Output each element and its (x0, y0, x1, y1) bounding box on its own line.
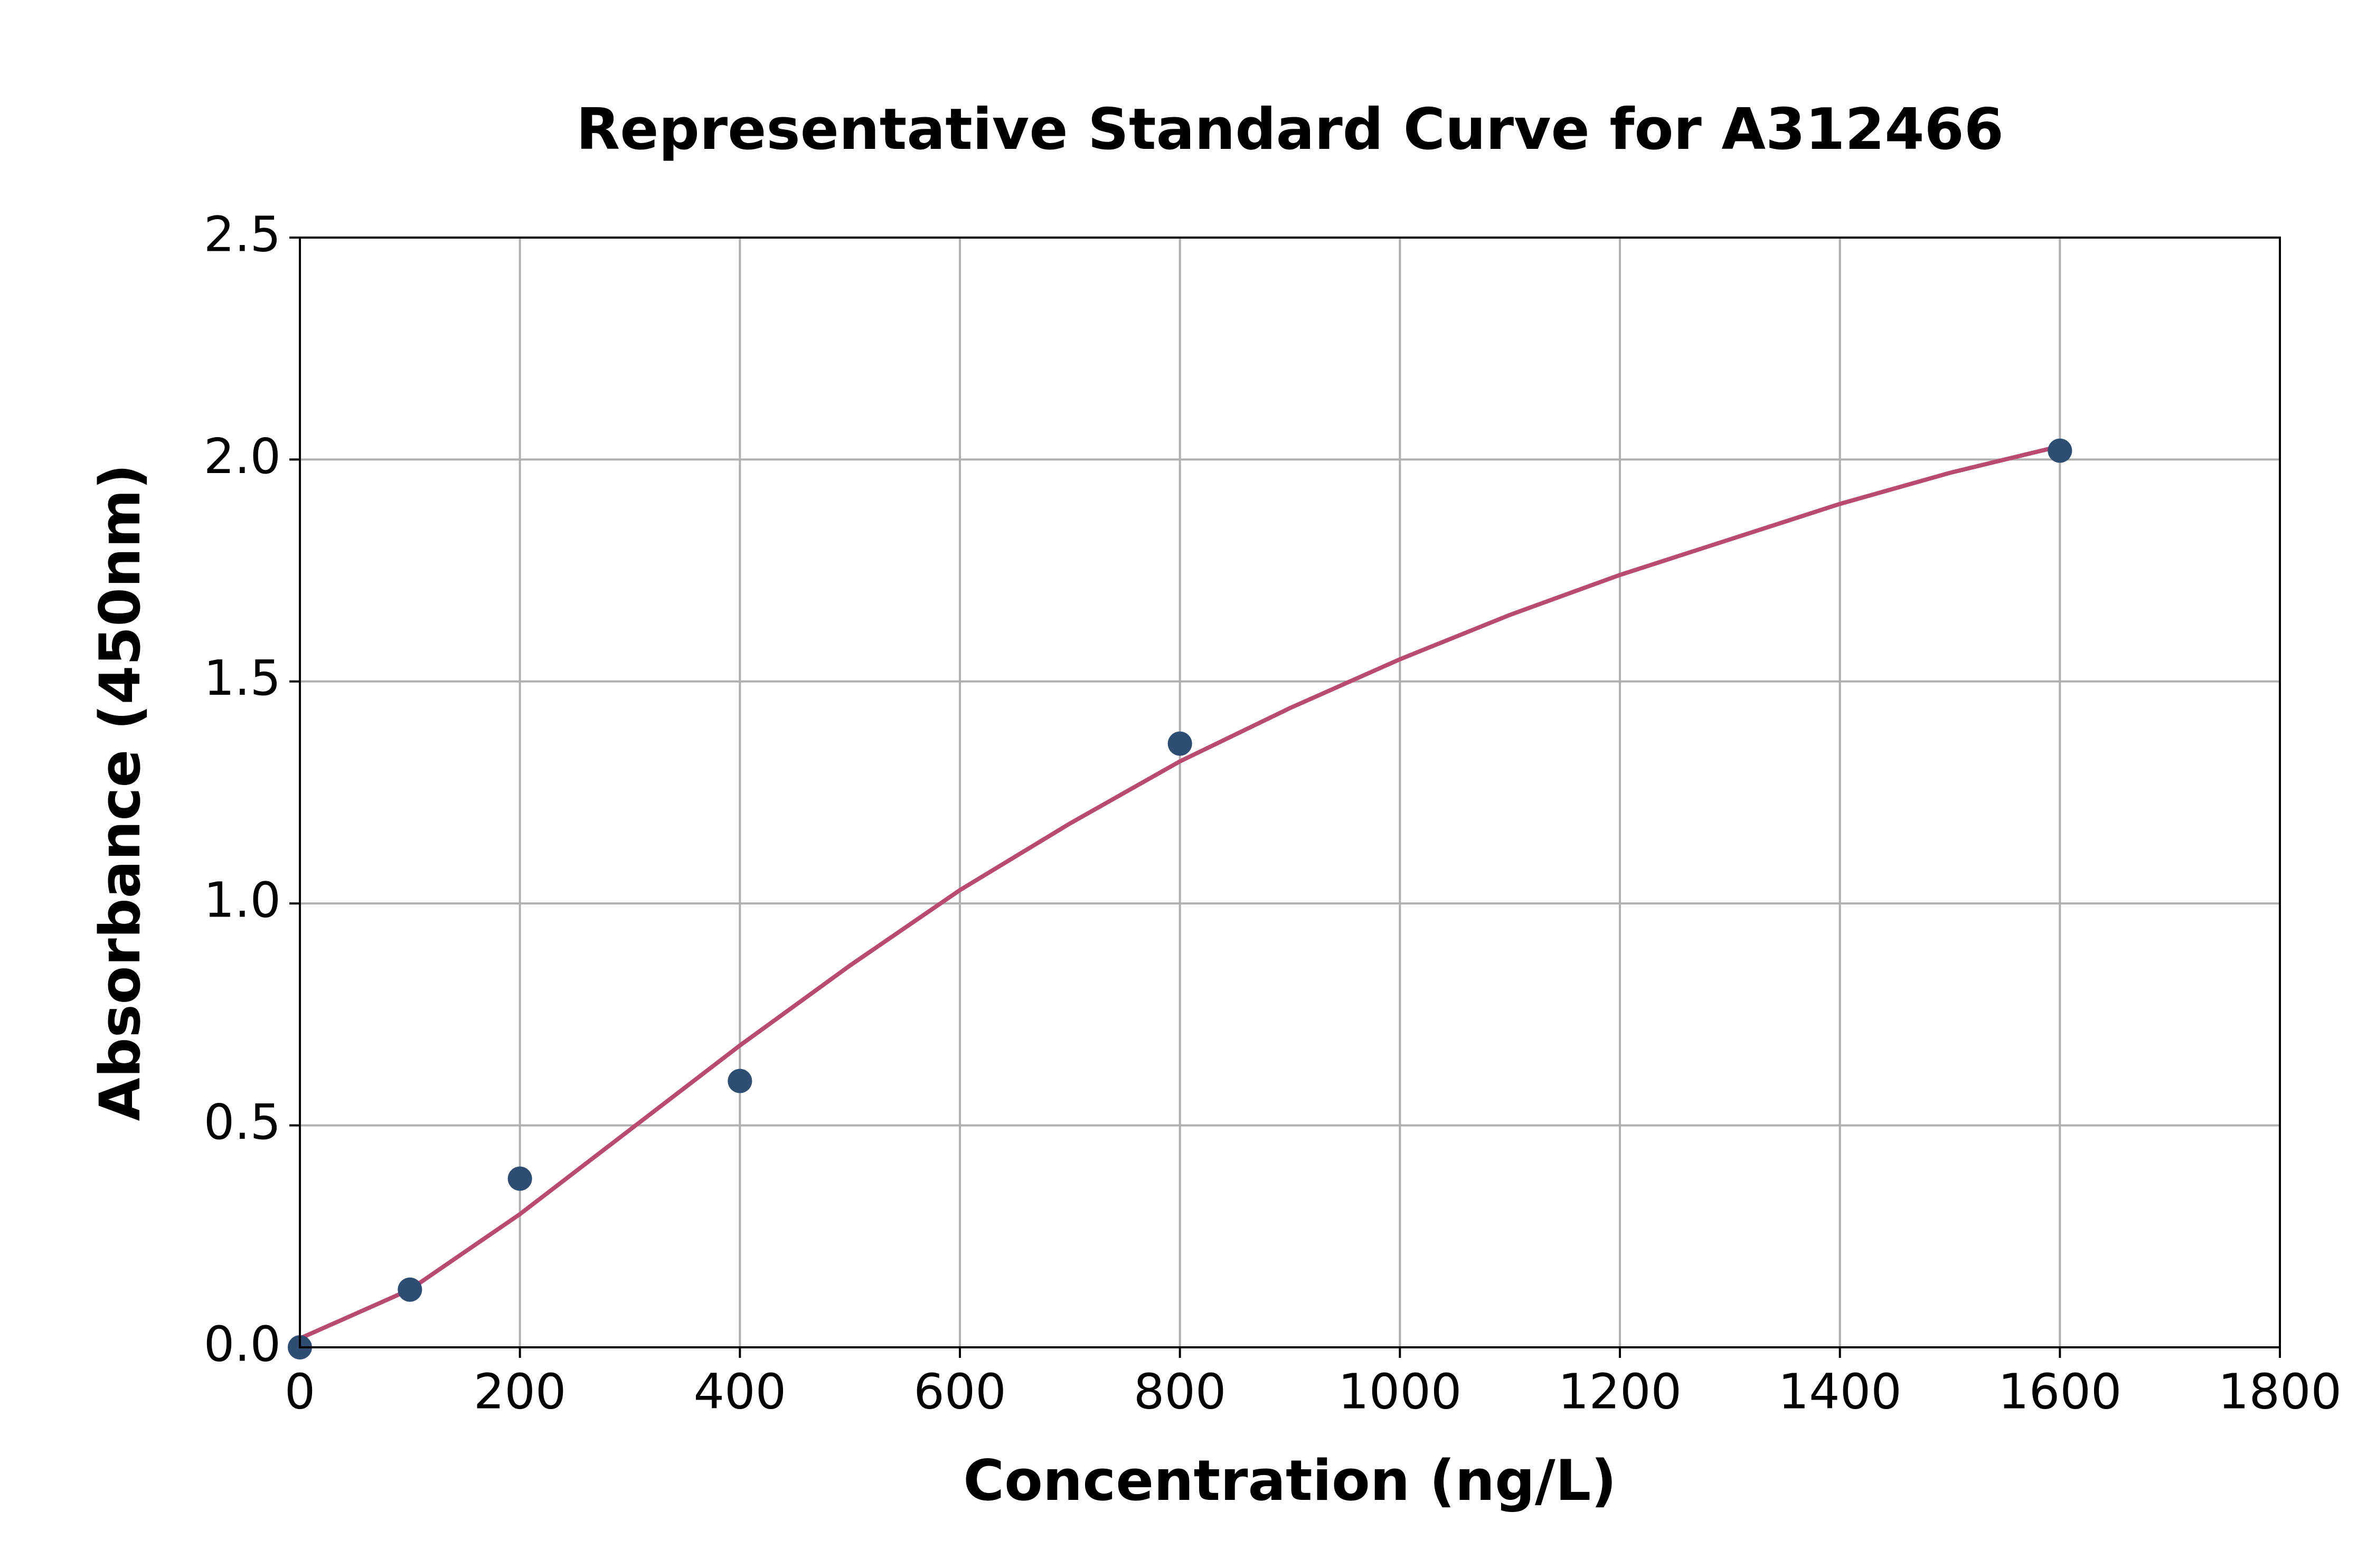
x-tick-label: 1400 (1778, 1363, 1902, 1420)
y-tick-label: 2.0 (204, 428, 281, 485)
x-tick-label: 400 (694, 1363, 787, 1420)
y-tick-label: 0.5 (204, 1094, 281, 1150)
fit-curve (299, 444, 2061, 1340)
plot-frame (299, 237, 2281, 1348)
chart-title: Representative Standard Curve for A31246… (576, 97, 2004, 163)
y-tick-label: 0.0 (204, 1316, 281, 1372)
x-tick-label: 1000 (1338, 1363, 1462, 1420)
x-tick-label: 600 (913, 1363, 1006, 1420)
y-tick-label: 1.5 (204, 650, 281, 706)
y-axis-label: Absorbance (450nm) (88, 464, 153, 1121)
x-tick-label: 1200 (1558, 1363, 1682, 1420)
x-tick-label: 200 (474, 1363, 567, 1420)
data-point (728, 1069, 752, 1093)
data-point (1167, 731, 1192, 756)
data-point (2048, 438, 2072, 463)
data-point (507, 1166, 532, 1191)
y-tick-label: 2.5 (204, 206, 281, 262)
x-tick-label: 800 (1134, 1363, 1227, 1420)
x-tick-label: 1600 (1998, 1363, 2122, 1420)
x-tick-label: 1800 (2218, 1363, 2342, 1420)
x-axis-label: Concentration (ng/L) (963, 1448, 1616, 1513)
y-tick-label: 1.0 (204, 872, 281, 929)
data-point (398, 1277, 422, 1302)
x-tick-label: 0 (285, 1363, 316, 1420)
